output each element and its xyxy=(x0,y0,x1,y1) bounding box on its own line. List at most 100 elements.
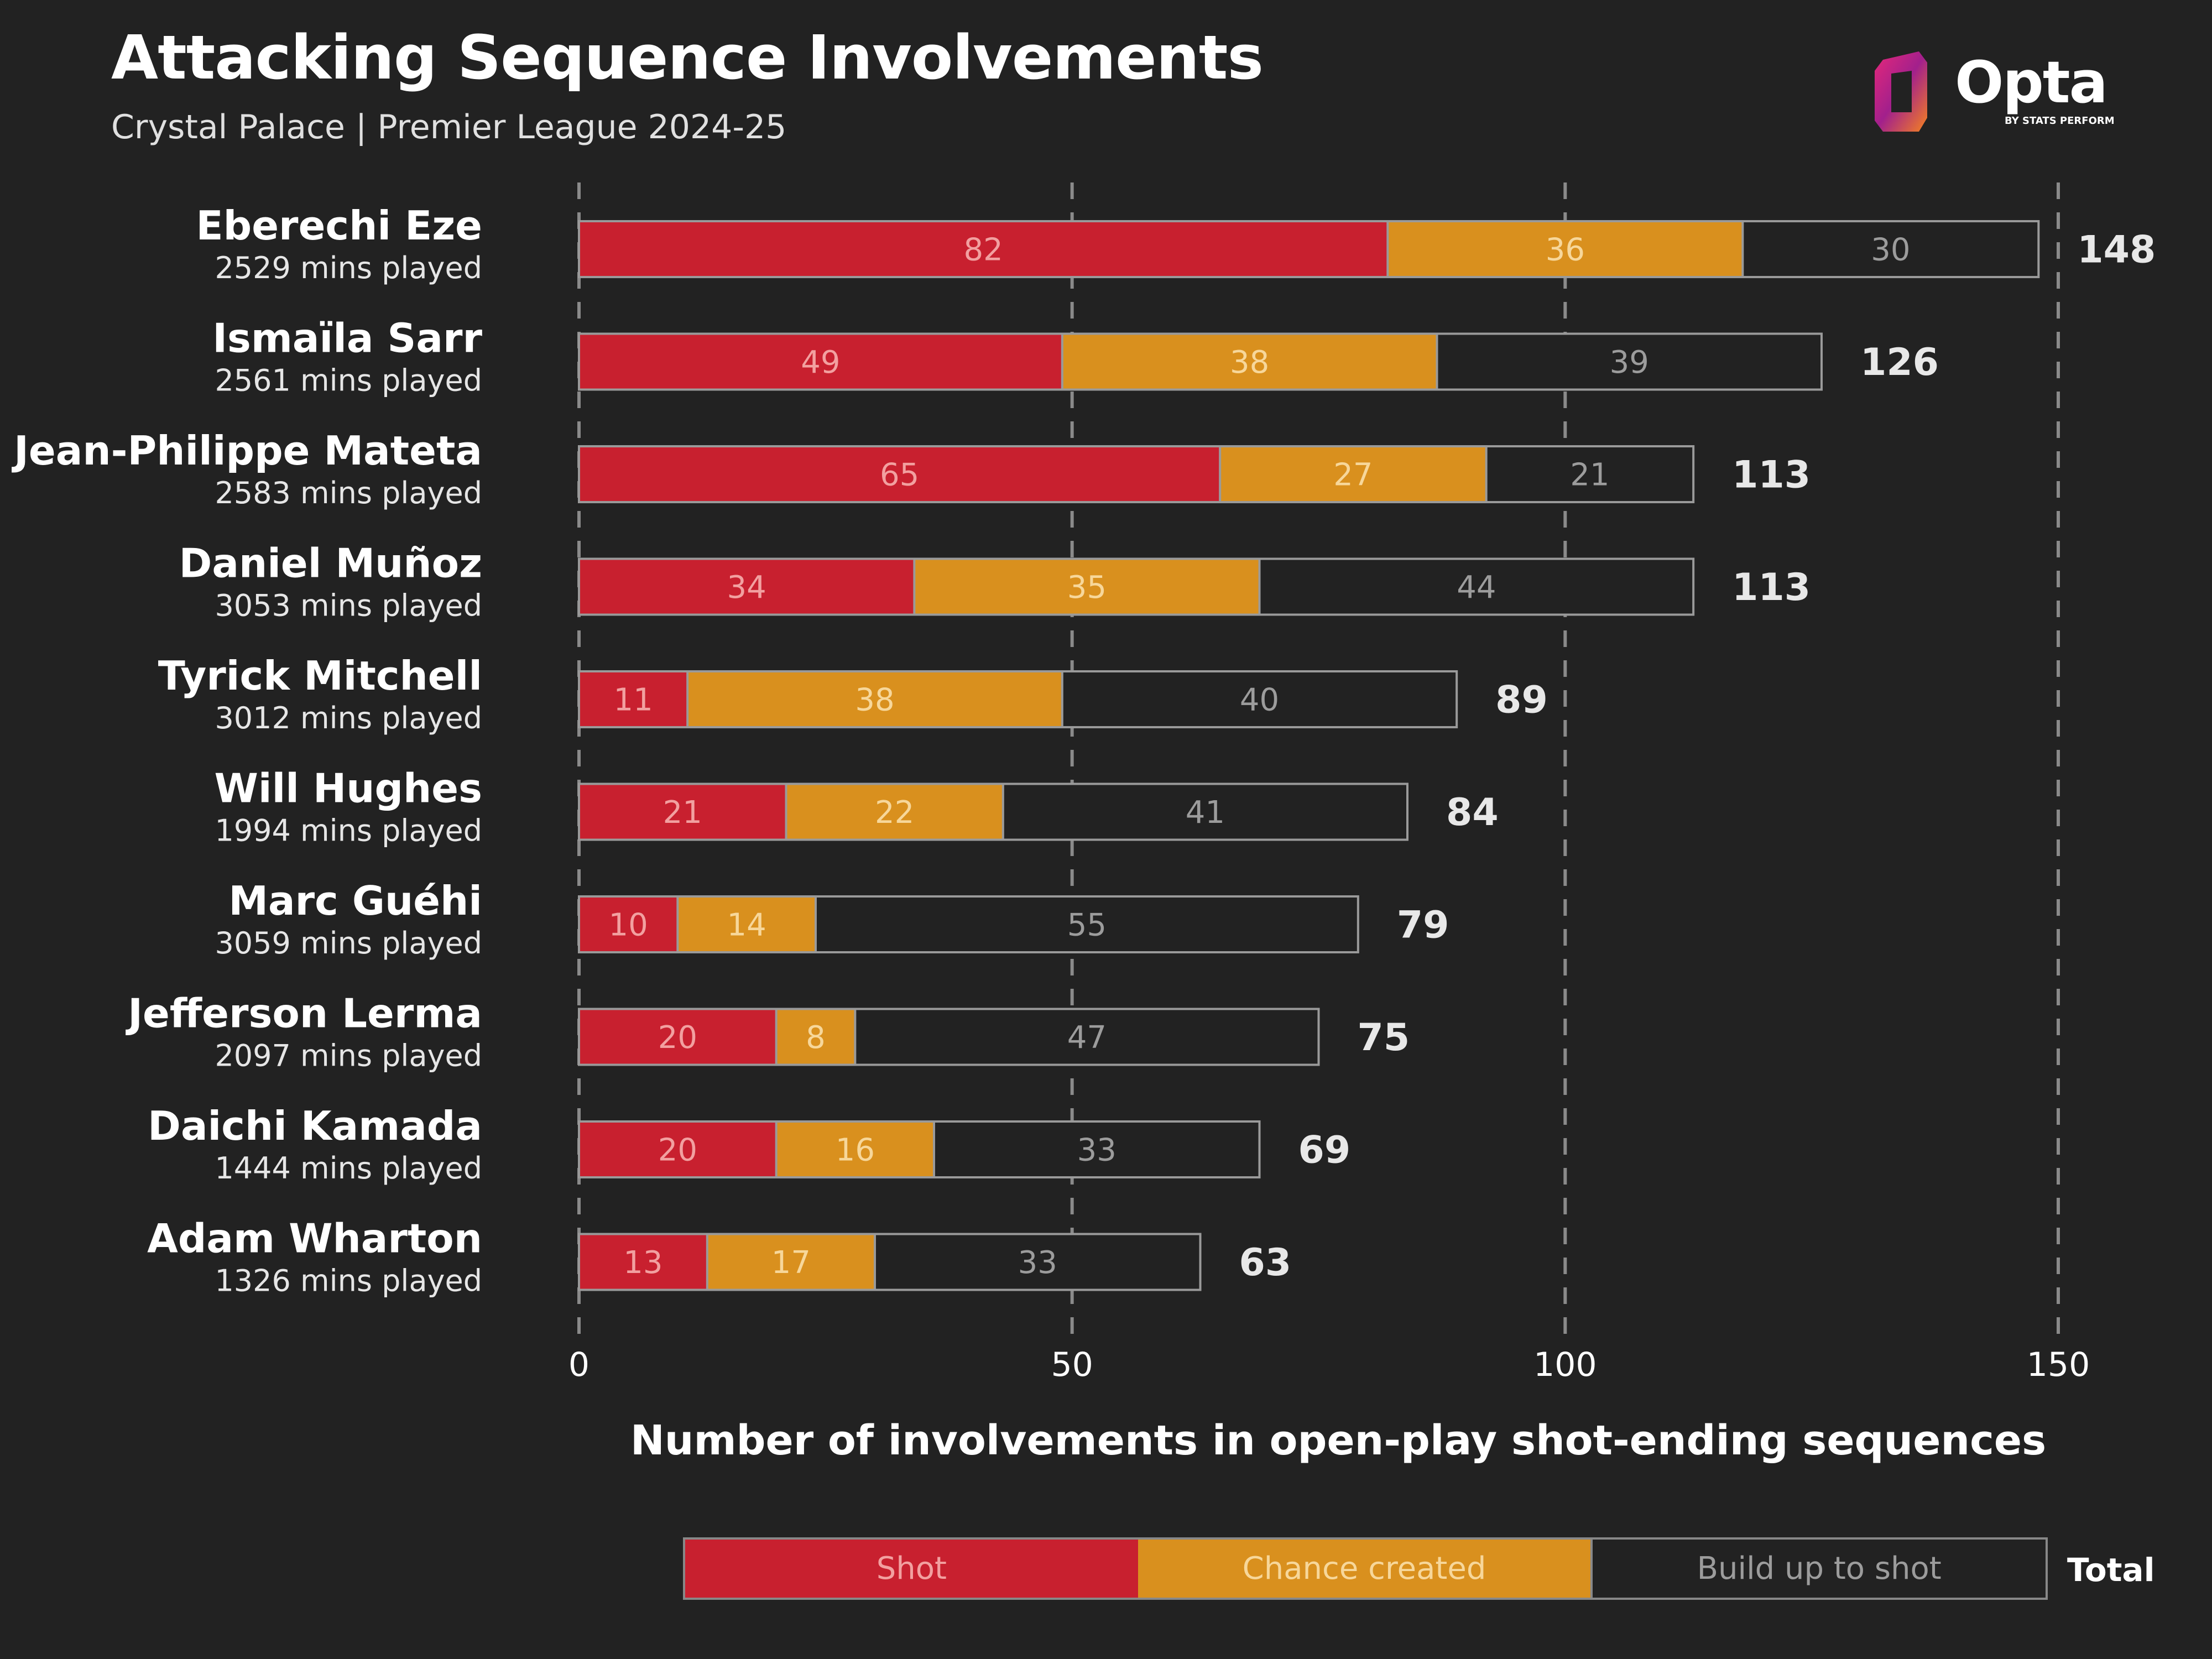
bar-shot xyxy=(579,1234,707,1290)
bar-shot xyxy=(579,896,678,952)
bar-value-label: 8 xyxy=(806,1020,826,1056)
bar-value-label: 17 xyxy=(771,1245,811,1281)
player-name: Jefferson Lerma xyxy=(125,990,482,1037)
bar-outline xyxy=(578,1008,1320,1066)
bar-chance-created xyxy=(914,559,1260,615)
bar-shot xyxy=(579,1009,776,1065)
bar-build-up xyxy=(875,1234,1201,1290)
player-name: Daniel Muñoz xyxy=(179,540,482,587)
bar-build-up xyxy=(855,1009,1319,1065)
player-minutes: 2529 mins played xyxy=(215,251,482,285)
total-label: 126 xyxy=(1860,341,1939,384)
bar-value-label: 10 xyxy=(609,907,648,943)
total-label: 75 xyxy=(1358,1016,1410,1060)
bar-value-label: 49 xyxy=(801,345,840,380)
player-name: Daichi Kamada xyxy=(148,1103,482,1149)
bar-build-up xyxy=(1259,559,1694,615)
player-name: Eberechi Eze xyxy=(196,202,483,249)
opta-logo-icon xyxy=(1875,51,1927,132)
player-minutes: 1444 mins played xyxy=(215,1151,482,1186)
chart-title: Attacking Sequence Involvements xyxy=(111,22,1264,93)
bar-value-label: 27 xyxy=(1333,457,1373,493)
total-label: 113 xyxy=(1732,566,1811,609)
player-minutes: 2561 mins played xyxy=(215,363,482,398)
opta-byline: BY STATS PERFORM xyxy=(2005,115,2115,127)
bar-shot xyxy=(579,221,1388,277)
bar-build-up xyxy=(816,896,1358,952)
bar-outline xyxy=(578,557,1695,616)
player-minutes: 2583 mins played xyxy=(215,476,482,510)
bar-value-label: 82 xyxy=(964,232,1003,268)
bar-build-up xyxy=(1437,333,1822,390)
player-name: Tyrick Mitchell xyxy=(158,653,482,699)
bar-value-label: 38 xyxy=(1230,345,1269,380)
opta-logo: Opta BY STATS PERFORM xyxy=(1866,49,2121,137)
bar-chance-created xyxy=(776,1121,934,1177)
bar-value-label: 11 xyxy=(613,682,653,718)
chart-subtitle: Crystal Palace | Premier League 2024-25 xyxy=(111,108,787,147)
bar-build-up xyxy=(1743,221,2039,277)
bar-outline xyxy=(578,670,1458,728)
bar-chance-created xyxy=(687,671,1062,727)
bar-value-label: 35 xyxy=(1067,570,1107,606)
bar-outline xyxy=(578,782,1408,841)
bar-value-label: 47 xyxy=(1067,1020,1107,1056)
bar-value-label: 33 xyxy=(1077,1133,1117,1168)
bar-value-label: 55 xyxy=(1067,907,1107,943)
bar-chance-created xyxy=(1220,446,1486,502)
legend: Shot Chance created Build up to shot xyxy=(683,1537,2048,1600)
bar-value-label: 65 xyxy=(880,457,919,493)
bar-build-up xyxy=(1062,671,1457,727)
player-name: Will Hughes xyxy=(214,765,482,812)
legend-shot: Shot xyxy=(683,1537,1138,1600)
bar-outline xyxy=(578,220,2040,278)
bar-value-label: 40 xyxy=(1240,682,1279,718)
bar-build-up xyxy=(934,1121,1260,1177)
bar-value-label: 20 xyxy=(658,1133,697,1168)
bar-value-label: 41 xyxy=(1186,795,1225,831)
total-label: 148 xyxy=(2077,228,2156,272)
bar-chance-created xyxy=(1062,333,1437,390)
bar-shot xyxy=(579,784,786,840)
total-label: 69 xyxy=(1298,1129,1351,1172)
opta-wordmark: Opta xyxy=(1955,49,2108,116)
player-name: Adam Wharton xyxy=(147,1215,482,1262)
bar-chance-created xyxy=(786,784,1003,840)
player-minutes: 3053 mins played xyxy=(215,588,482,623)
x-tick-label: 50 xyxy=(1051,1345,1093,1384)
legend-chance-created: Chance created xyxy=(1138,1537,1591,1600)
player-name: Jean-Philippe Mateta xyxy=(11,427,482,474)
x-tick-label: 100 xyxy=(1533,1345,1597,1384)
player-minutes: 3012 mins played xyxy=(215,701,482,735)
player-name: Marc Guéhi xyxy=(228,878,482,924)
bar-chance-created xyxy=(776,1009,855,1065)
player-minutes: 3059 mins played xyxy=(215,926,482,961)
bar-shot xyxy=(579,446,1220,502)
bar-chance-created xyxy=(1387,221,1743,277)
total-label: 89 xyxy=(1495,679,1548,722)
total-label: 63 xyxy=(1239,1241,1292,1285)
bar-value-label: 33 xyxy=(1018,1245,1057,1281)
bar-build-up xyxy=(1003,784,1407,840)
x-tick-label: 0 xyxy=(568,1345,589,1384)
bar-value-label: 16 xyxy=(836,1133,875,1168)
bar-value-label: 21 xyxy=(1570,457,1609,493)
total-label: 113 xyxy=(1732,453,1811,497)
bar-value-label: 44 xyxy=(1457,570,1496,606)
total-label: 84 xyxy=(1446,791,1499,834)
bar-shot xyxy=(579,333,1062,390)
bar-value-label: 22 xyxy=(875,795,914,831)
bar-shot xyxy=(579,671,688,727)
bar-outline xyxy=(578,1120,1261,1178)
bar-value-label: 21 xyxy=(663,795,702,831)
total-label: 79 xyxy=(1397,904,1449,947)
player-minutes: 1326 mins played xyxy=(215,1264,482,1298)
bar-value-label: 30 xyxy=(1871,232,1910,268)
legend-build-up: Build up to shot xyxy=(1590,1537,2048,1600)
bar-shot xyxy=(579,1121,776,1177)
legend-total: Total xyxy=(2067,1551,2155,1589)
bar-outline xyxy=(578,445,1695,503)
x-axis-label: Number of involvements in open-play shot… xyxy=(630,1417,2046,1464)
bar-value-label: 39 xyxy=(1610,345,1649,380)
